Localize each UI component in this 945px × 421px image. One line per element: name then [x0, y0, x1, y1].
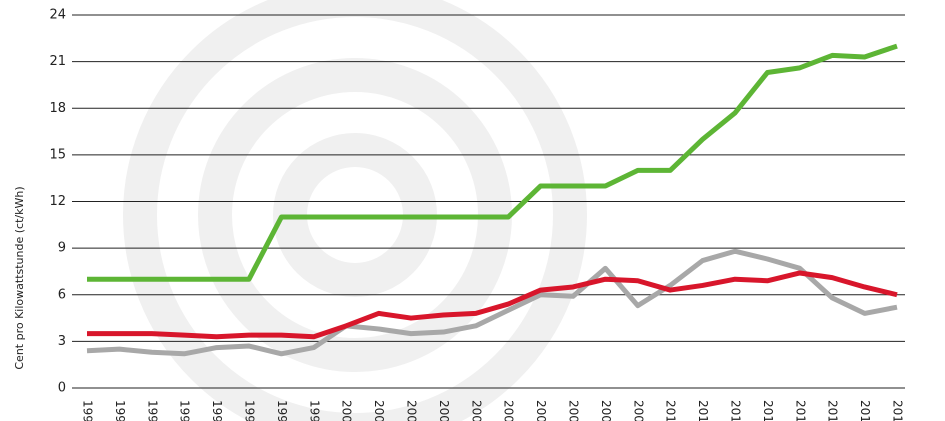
x-tick-label: 2011	[696, 400, 710, 421]
y-tick-label: 21	[49, 54, 66, 69]
x-tick-label: 2017	[891, 400, 905, 421]
x-tick-label: 2016	[858, 400, 872, 421]
x-tick-label: 1997	[243, 400, 257, 421]
y-tick-label: 6	[58, 287, 66, 302]
x-tick-label: 2009	[631, 400, 645, 421]
x-tick-label: 2001	[372, 400, 386, 421]
y-tick-label: 0	[58, 381, 66, 396]
x-tick-label: 2010	[664, 400, 678, 421]
x-tick-label: 1996	[210, 400, 224, 421]
x-tick-label: 2007	[567, 400, 581, 421]
data-line	[87, 270, 898, 340]
x-tick-label: 1998	[275, 400, 289, 421]
x-tick-label: 2008	[599, 400, 613, 421]
y-tick-label: 18	[49, 101, 66, 116]
x-tick-label: 2013	[761, 400, 775, 421]
x-tick-label: 2000	[340, 400, 354, 421]
x-tick-label: 1994	[145, 400, 159, 421]
y-tick-label: 15	[49, 147, 66, 162]
x-tick-label: 2006	[534, 400, 548, 421]
data-line	[86, 248, 898, 357]
x-tick-label: 1993	[113, 400, 127, 421]
y-tick-label: 9	[58, 241, 66, 256]
watermark	[123, 0, 587, 421]
y-tick-label: 12	[49, 194, 66, 209]
x-tick-label: 2004	[469, 400, 483, 421]
y-tick-label: 24	[49, 8, 66, 23]
x-tick-label: 1992	[81, 400, 95, 421]
x-tick-label: 2015	[826, 400, 840, 421]
x-tick-label: 1995	[178, 400, 192, 421]
x-tick-label: 1999	[307, 400, 321, 421]
x-tick-label: 2003	[437, 400, 451, 421]
y-axis-label: Cent pro Kilowattstunde (ct/kWh)	[13, 186, 26, 369]
x-tick-label: 2005	[502, 400, 516, 421]
x-tick-label: 2014	[793, 400, 807, 421]
y-tick-label: 3	[58, 334, 66, 349]
x-tick-label: 2002	[405, 400, 419, 421]
x-tick-label: 2012	[729, 400, 743, 421]
data-line	[87, 43, 898, 282]
